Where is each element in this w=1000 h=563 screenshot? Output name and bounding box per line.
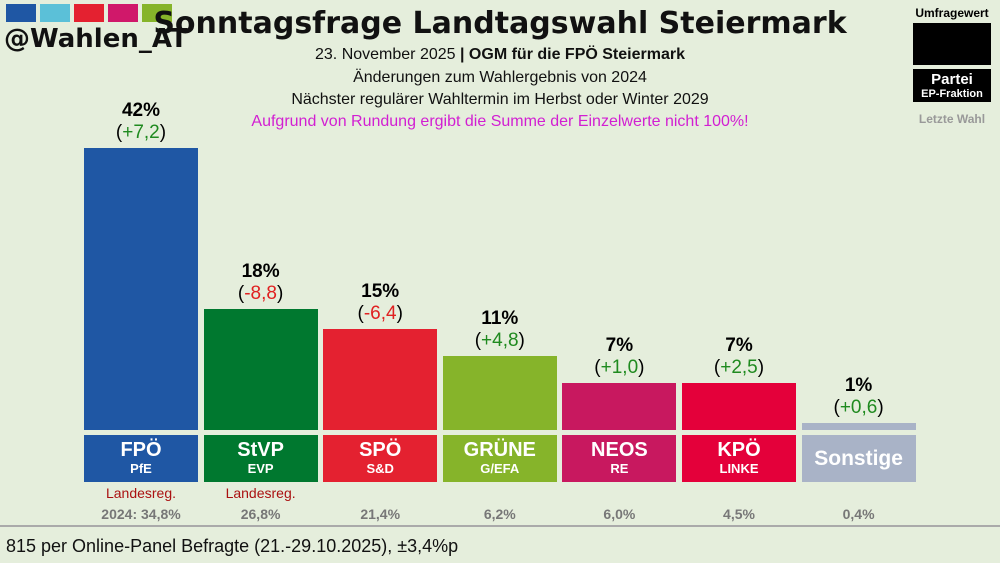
separator: |: [459, 46, 465, 63]
bar-1: [203, 309, 318, 430]
change: (+1,0): [594, 357, 645, 378]
percent: 15%: [361, 281, 400, 303]
party-name: FPÖ: [120, 439, 162, 461]
subtitle-2: Änderungen zum Wahlergebnis von 2024: [353, 69, 647, 86]
change: (+4,8): [474, 330, 525, 352]
bar-6: [801, 423, 916, 430]
change-value: -6,4: [363, 303, 397, 325]
logo-square: [74, 4, 104, 22]
logo-squares: [6, 4, 172, 22]
party-box: FPÖ PfE: [84, 435, 198, 482]
change: (+2,5): [713, 357, 765, 378]
party-box: NEOS RE: [562, 435, 677, 482]
value-label: 15% (-6,4): [323, 281, 437, 325]
date: 23. November 2025: [315, 46, 456, 63]
bar-2: [323, 329, 438, 430]
government-label: Landesreg.: [105, 485, 177, 501]
previous-result: 6,0%: [603, 506, 636, 522]
value-label: 18% (-8,8): [204, 261, 318, 305]
previous-result: 6,2%: [483, 506, 516, 522]
divider: [0, 525, 1000, 527]
percent: 7%: [605, 335, 634, 356]
party-name: Sonstige: [814, 447, 903, 470]
subtitle-3: Nächster regulärer Wahltermin im Herbst …: [291, 91, 709, 108]
percent: 42%: [121, 100, 161, 121]
change-value: +2,5: [720, 357, 758, 378]
party-box: GRÜNE G/EFA: [442, 435, 557, 482]
percent: 7%: [725, 335, 753, 356]
footer: 815 per Online-Panel Befragte (21.-29.10…: [6, 536, 459, 556]
value-label: 7% (+1,0): [562, 335, 676, 379]
previous-result: 26,8%: [240, 506, 281, 522]
legend-last: Letzte Wahl: [918, 112, 986, 126]
change-value: +1,0: [600, 357, 639, 378]
party-name: NEOS: [591, 439, 648, 461]
percent: 1%: [844, 375, 873, 397]
bar-5: [682, 383, 796, 430]
previous-result: 0,4%: [842, 506, 875, 522]
ep-group: S&D: [366, 461, 394, 476]
percent: 18%: [241, 261, 280, 283]
party-box: KPÖ LINKE: [682, 435, 796, 482]
party-box: SPÖ S&D: [323, 435, 438, 482]
previous-result: 2024: 34,8%: [101, 506, 181, 522]
bar-3: [442, 356, 557, 430]
party-name: StVP: [237, 439, 284, 461]
value-label: 1% (+0,6): [802, 375, 916, 419]
party-name: GRÜNE: [463, 439, 536, 461]
legend-value: Umfragewert: [915, 6, 989, 20]
source: OGM für die FPÖ Steiermark: [468, 46, 685, 63]
party-name: KPÖ: [717, 439, 761, 461]
value-label: 42% (+7,2): [84, 100, 198, 144]
chart-title: Sonntagsfrage Landtagswahl Steiermark: [153, 6, 847, 41]
change-value: +4,8: [481, 330, 519, 352]
percent: 11%: [481, 308, 519, 330]
ep-group: EVP: [247, 461, 274, 476]
rounding-note: Aufgrund von Rundung ergibt die Summe de…: [251, 113, 749, 130]
change-value: +0,6: [839, 397, 878, 419]
ep-group: PfE: [130, 461, 152, 476]
bar-0: [84, 148, 198, 430]
change: (+0,6): [833, 397, 884, 419]
legend-party-box: Partei EP-Fraktion: [913, 69, 991, 102]
previous-result: 21,4%: [360, 506, 401, 522]
ep-group: LINKE: [719, 461, 759, 476]
party-box: Sonstige: [801, 435, 916, 482]
value-label: 7% (+2,5): [682, 335, 796, 379]
change-value: -8,8: [244, 283, 277, 305]
value-label: 11% (+4,8): [443, 308, 557, 352]
ep-group: G/EFA: [480, 461, 520, 476]
bar-4: [562, 383, 677, 430]
change-value: +7,2: [122, 122, 160, 143]
party-box: StVP EVP: [203, 435, 318, 482]
previous-result: 4,5%: [723, 506, 755, 522]
legend-fraction: EP-Fraktion: [921, 88, 983, 100]
ep-group: RE: [610, 461, 629, 476]
change: (-8,8): [237, 283, 284, 305]
party-name: SPÖ: [359, 439, 402, 461]
change: (+7,2): [115, 122, 167, 143]
logo-square: [108, 4, 138, 22]
legend-party: Partei: [931, 71, 973, 88]
legend-value-box: [913, 23, 991, 65]
logo-square: [6, 4, 36, 22]
subtitle: 23. November 2025 | OGM für die FPÖ Stei…: [0, 46, 1000, 64]
legend: Umfragewert Partei EP-Fraktion Letzte Wah…: [912, 6, 992, 126]
government-label: Landesreg.: [225, 485, 296, 501]
logo-square: [142, 4, 172, 22]
logo-square: [40, 4, 70, 22]
handle: @Wahlen_AT: [4, 24, 188, 54]
change: (-6,4): [357, 303, 403, 325]
